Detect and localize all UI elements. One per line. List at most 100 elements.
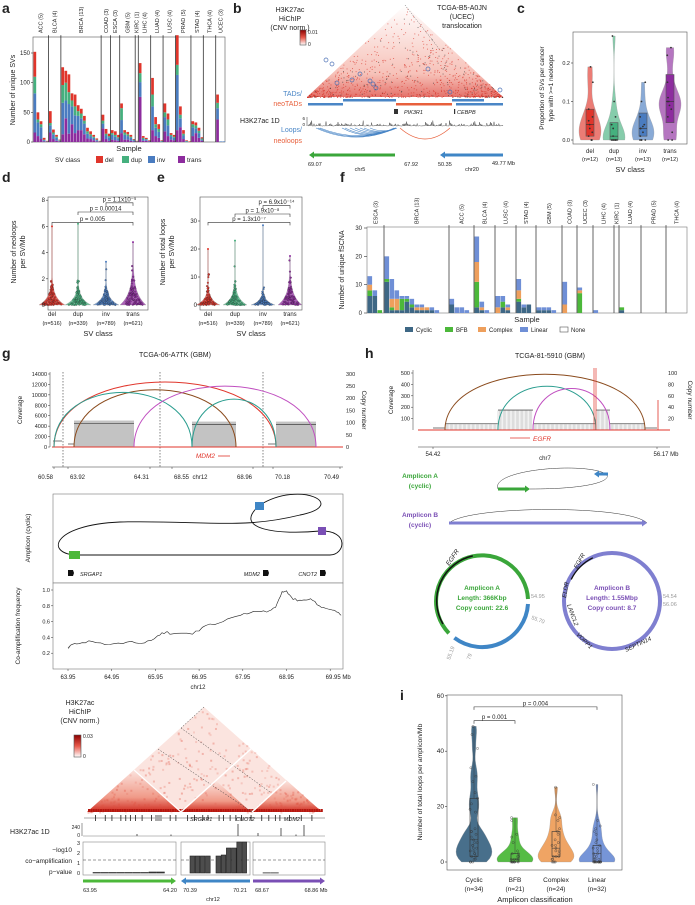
hic-pixel [378, 61, 380, 63]
hic-pixel [460, 96, 462, 98]
hic-pixel [379, 80, 381, 81]
hic-pixel [472, 95, 474, 97]
hic-pixel [451, 62, 453, 64]
hic-pixel [449, 74, 451, 75]
hic-pixel [358, 89, 360, 91]
bar-segment-del [76, 105, 80, 112]
bar-segment-linear [484, 310, 490, 313]
x-axis-label: SV class [236, 329, 265, 338]
hic-pixel [314, 96, 316, 98]
hic-pixel [496, 95, 498, 97]
amplicon-b-arrow-head [642, 519, 647, 527]
data-point [614, 139, 617, 141]
hic-pixel [329, 96, 331, 98]
hic-pixel [419, 95, 421, 97]
hic-pixel [397, 86, 399, 88]
hic-pixel [498, 96, 500, 98]
data-point [54, 296, 57, 299]
hic-pixel [433, 74, 435, 76]
hic-pixel [486, 96, 488, 98]
data-point [105, 268, 108, 271]
exon [125, 815, 127, 821]
data-point [470, 802, 473, 806]
chrom-label: chr12 [190, 685, 206, 691]
hic-pixel [416, 94, 418, 96]
hic-pixel [379, 64, 380, 66]
hic-pixel [380, 95, 382, 97]
hic-pixel [138, 809, 141, 812]
hic-pixel [416, 70, 418, 72]
colorbar [73, 734, 82, 758]
hic-pixel [419, 94, 421, 96]
hic-pixel [102, 804, 105, 807]
x-tick-label: del [48, 312, 56, 318]
hic-pixel [482, 83, 484, 85]
hic-pixel [441, 50, 443, 52]
data-point [593, 860, 597, 864]
hic-pixel [458, 90, 459, 92]
hic-pixel [342, 67, 344, 69]
hic-pixel [163, 791, 166, 794]
heatmap-title: HiChIP [279, 16, 302, 23]
chrom-label: chr7 [539, 456, 551, 462]
y-tick-label: 20 [190, 247, 197, 253]
hic-pixel [494, 94, 496, 96]
data-point [666, 54, 669, 57]
hic-pixel [179, 738, 182, 741]
data-point [76, 286, 79, 289]
data-point [234, 280, 237, 283]
panel-label-f: f [340, 169, 345, 185]
bar-segment-del [98, 140, 102, 142]
hic-pixel [248, 792, 251, 795]
data-point [517, 855, 520, 858]
n-label: (n=789) [253, 321, 272, 327]
data-point [550, 857, 554, 861]
hic-pixel [296, 809, 299, 812]
hic-pixel [345, 94, 347, 96]
hic-pixel [480, 80, 481, 82]
hic-pixel [450, 87, 452, 89]
hic-pixel [502, 96, 504, 98]
bar-segment-del [83, 115, 86, 121]
hic-pixel [391, 64, 393, 66]
hic-pixel [414, 80, 416, 82]
pvalue-bar [116, 872, 125, 874]
bar-segment-del [157, 124, 161, 129]
hic-pixel [346, 76, 348, 78]
hic-pixel [312, 94, 314, 96]
hic-pixel [364, 96, 365, 98]
hic-pixel [392, 94, 394, 96]
bar-segment-del [135, 140, 139, 142]
hic-pixel [184, 784, 187, 787]
hic-pixel [378, 54, 379, 56]
bar-segment-del [188, 141, 192, 142]
hic-pixel [426, 48, 428, 50]
copy-number-tick: 60 [668, 394, 674, 400]
bar-segment-inv [92, 137, 96, 141]
legend-swatch-cyclic [405, 327, 413, 332]
hic-pixel [426, 44, 428, 46]
group-label: LUAD (4) [155, 10, 161, 33]
hic-pixel [494, 96, 496, 98]
hic-pixel [454, 79, 456, 81]
pvalue-label: p = 0.00014 [90, 206, 123, 212]
data-point [233, 265, 236, 268]
hic-pixel [356, 93, 358, 95]
hic-pixel [451, 52, 453, 54]
hic-pixel [324, 95, 326, 97]
hic-pixel [340, 90, 342, 92]
hic-pixel [457, 86, 459, 88]
bar-segment-del [141, 136, 145, 138]
hic-pixel [446, 77, 448, 79]
breakpoint-tick: 68.55 [174, 475, 190, 481]
hic-pixel [386, 47, 388, 49]
hic-pixel [195, 779, 198, 782]
bar-segment-cyclic [546, 310, 552, 313]
hic-pixel [432, 95, 434, 97]
y-tick-label: 100 [20, 81, 31, 87]
hic-pixel [320, 809, 323, 812]
hic-pixel [328, 82, 330, 84]
hic-pixel [430, 50, 432, 52]
hic-pixel [201, 752, 204, 755]
legend-swatch-inv [148, 156, 155, 163]
